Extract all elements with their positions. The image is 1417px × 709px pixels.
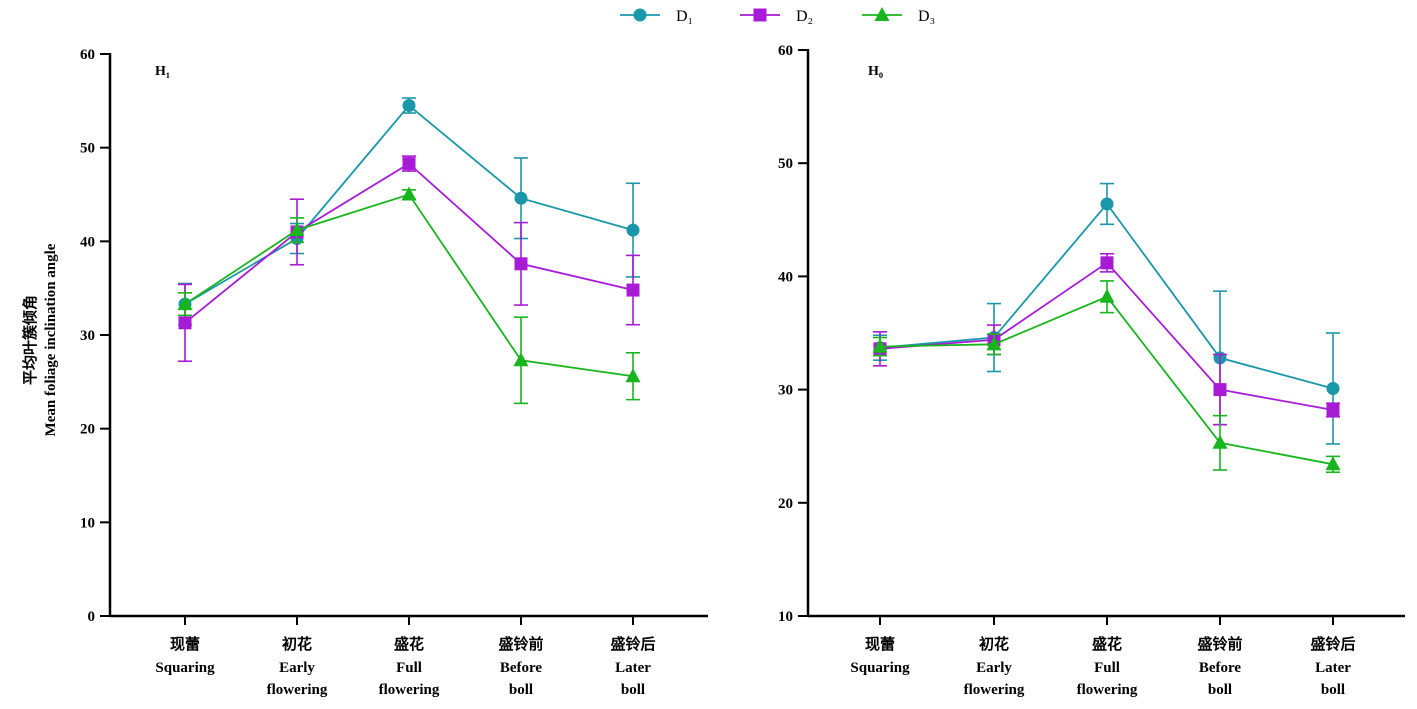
data-point	[289, 222, 305, 237]
series-3	[177, 186, 641, 405]
x-tick-label-en: boll	[509, 682, 533, 698]
chart-panel-h1: 0 10 20 30 40 50 60 现蕾 Squaring 初花 Early flowering 盛…	[80, 47, 708, 698]
panel-label: H₁	[155, 64, 170, 79]
series-2	[873, 252, 1340, 426]
x-tick-label-en: Before	[500, 660, 543, 676]
y-tick-label: 10	[778, 609, 793, 625]
data-point	[178, 316, 192, 330]
x-tick-label-zh: 盛铃前	[1197, 635, 1242, 653]
x-tick-label-en: Early	[976, 660, 1012, 676]
x-tick-label-zh: 初花	[979, 635, 1009, 653]
x-tick-label-zh: 盛花	[1092, 635, 1122, 653]
x-tick-label-zh: 现蕾	[170, 635, 200, 653]
data-point	[1100, 256, 1114, 270]
data-point	[1213, 383, 1227, 397]
data-point	[872, 338, 888, 353]
data-point	[402, 157, 416, 171]
x-tick-label-en: Early	[279, 660, 315, 676]
data-point	[401, 186, 417, 201]
y-tick-label: 20	[778, 496, 793, 512]
y-tick-label: 60	[778, 43, 793, 59]
data-point	[402, 99, 416, 113]
data-point	[177, 296, 193, 311]
y-tick-label: 30	[778, 383, 793, 399]
data-point	[626, 283, 640, 297]
x-tick-label-en: flowering	[1077, 682, 1138, 698]
x-tick-label-en: flowering	[964, 682, 1025, 698]
legend-label-2: D₂	[796, 8, 813, 25]
series-2	[178, 155, 640, 363]
x-tick-label-en: Squaring	[155, 660, 215, 676]
x-tick-label-en: Full	[396, 660, 422, 676]
x-tick-label-en: boll	[1321, 682, 1345, 698]
series-1	[178, 97, 640, 326]
x-tick-label-zh: 盛铃后	[1310, 635, 1355, 653]
data-point	[1326, 381, 1340, 395]
y-tick-label: 50	[778, 156, 793, 172]
data-point	[625, 368, 641, 383]
data-point	[986, 336, 1002, 351]
legend-label-3: D₃	[918, 8, 935, 25]
y-tick-label: 40	[80, 234, 95, 250]
series-1	[873, 182, 1340, 445]
series-line	[879, 295, 1334, 466]
series-3	[872, 280, 1341, 474]
x-tick-label-zh: 盛铃前	[498, 635, 543, 653]
x-tick-label-en: flowering	[267, 682, 328, 698]
data-point	[1212, 434, 1228, 449]
y-tick-label: 50	[80, 141, 95, 157]
x-tick-label-zh: 盛花	[394, 635, 424, 653]
series-line	[184, 193, 634, 378]
y-tick-label: 60	[80, 47, 95, 63]
x-tick-label-en: boll	[621, 682, 645, 698]
data-point	[1325, 456, 1341, 471]
data-point	[513, 352, 529, 367]
chart-panel-h0: 10 20 30 40 50 60 现蕾 Squaring 初花 Early flowering 盛花…	[778, 43, 1405, 698]
data-point	[1100, 197, 1114, 211]
data-point	[1099, 288, 1115, 303]
y-axis-label-zh: 平均叶簇倾角	[21, 295, 39, 385]
y-tick-label: 10	[80, 515, 95, 531]
x-tick-label-zh: 现蕾	[865, 635, 895, 653]
x-tick-label-en: Squaring	[850, 660, 910, 676]
y-tick-label: 40	[778, 269, 793, 285]
x-tick-label-zh: 初花	[282, 635, 312, 653]
data-point	[514, 191, 528, 205]
data-point	[514, 257, 528, 271]
y-tick-label: 30	[80, 328, 95, 344]
y-tick-label: 20	[80, 422, 95, 438]
panel-label: H₀	[868, 64, 883, 79]
x-tick-label-en: flowering	[379, 682, 440, 698]
y-axis-label-en: Mean foliage inclination angle	[43, 243, 59, 436]
x-tick-label-zh: 盛铃后	[610, 635, 655, 653]
x-tick-label-en: Later	[1315, 660, 1351, 676]
x-tick-label-en: Full	[1094, 660, 1120, 676]
legend-label-1: D₁	[676, 8, 693, 25]
legend-marker-3	[874, 7, 890, 21]
legend-marker-1	[633, 8, 647, 22]
legend: D₁ D₂ D₃	[620, 7, 935, 25]
y-tick-label: 0	[88, 609, 96, 625]
x-tick-label-en: boll	[1208, 682, 1232, 698]
legend-marker-2	[753, 8, 767, 22]
x-tick-label-en: Later	[615, 660, 651, 676]
x-tick-label-en: Before	[1199, 660, 1242, 676]
y-axis-label-group: 平均叶簇倾角 Mean foliage inclination angle	[21, 243, 59, 436]
data-point	[1326, 403, 1340, 417]
data-point	[626, 223, 640, 237]
